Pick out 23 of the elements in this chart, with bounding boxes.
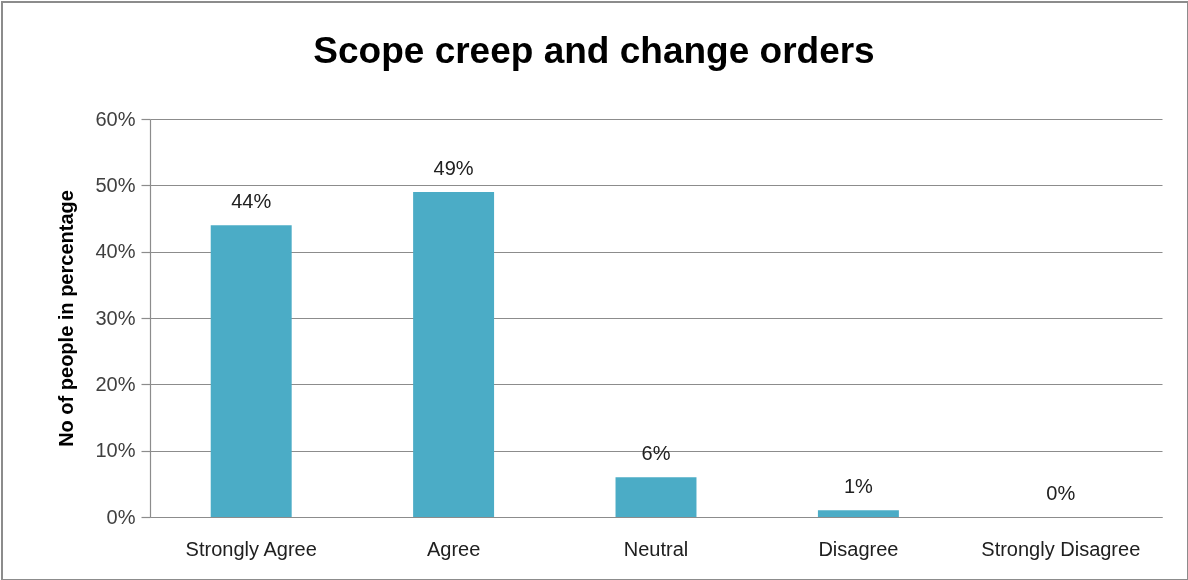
y-axis-title: No of people in percentage — [55, 190, 78, 447]
bar — [615, 477, 697, 517]
x-tick-label: Strongly Agree — [185, 537, 317, 560]
bar — [210, 225, 292, 517]
x-tick-label: Strongly Disagree — [981, 537, 1141, 560]
y-tick-label: 30% — [95, 306, 136, 329]
y-tick-label: 0% — [106, 505, 136, 528]
data-label: 0% — [1046, 482, 1076, 504]
data-label: 6% — [641, 442, 671, 465]
y-tick-label: 50% — [95, 173, 136, 196]
data-label: 44% — [231, 190, 272, 213]
y-tick-label: 20% — [95, 372, 136, 395]
bar — [413, 191, 495, 517]
x-tick-label: Disagree — [818, 537, 899, 560]
data-label: 1% — [843, 475, 874, 498]
y-tick-label: 10% — [95, 439, 136, 462]
chart-title: Scope creep and change orders — [313, 30, 875, 71]
x-tick-label: Agree — [426, 537, 481, 560]
data-label: 49% — [433, 156, 474, 179]
x-tick-label: Neutral — [623, 537, 689, 560]
y-tick-label: 60% — [95, 107, 136, 130]
bar — [817, 510, 899, 517]
y-tick-label: 40% — [95, 240, 136, 263]
